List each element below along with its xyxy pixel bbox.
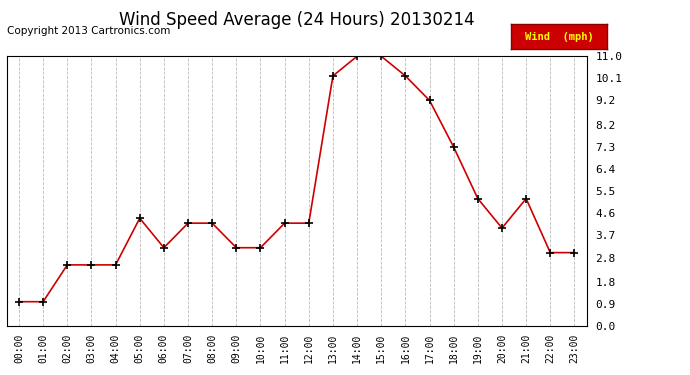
Text: Wind Speed Average (24 Hours) 20130214: Wind Speed Average (24 Hours) 20130214 (119, 11, 475, 29)
Text: Copyright 2013 Cartronics.com: Copyright 2013 Cartronics.com (7, 26, 170, 36)
Text: Wind  (mph): Wind (mph) (524, 32, 593, 42)
